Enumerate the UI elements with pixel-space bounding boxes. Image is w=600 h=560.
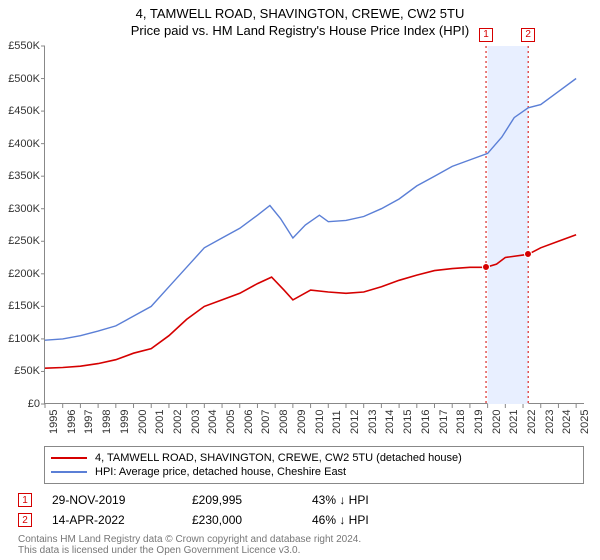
y-tick-label: £550K bbox=[0, 40, 40, 52]
sales-table: 1 29-NOV-2019 £209,995 43% ↓ HPI 2 14-APR-202… bbox=[18, 490, 582, 530]
chart-titles: 4, TAMWELL ROAD, SHAVINGTON, CREWE, CW2 … bbox=[0, 0, 600, 42]
sale-row: 1 29-NOV-2019 £209,995 43% ↓ HPI bbox=[18, 490, 582, 510]
x-tick-label: 2004 bbox=[207, 394, 219, 434]
y-tick-label: £500K bbox=[0, 73, 40, 85]
sale-hpi-diff: 46% ↓ HPI bbox=[312, 513, 432, 527]
x-tick-label: 2015 bbox=[402, 394, 414, 434]
x-tick-label: 1999 bbox=[119, 394, 131, 434]
x-tick-label: 2025 bbox=[579, 394, 591, 434]
sale-index-box: 1 bbox=[18, 493, 32, 507]
chart-legend: 4, TAMWELL ROAD, SHAVINGTON, CREWE, CW2 … bbox=[44, 446, 584, 484]
y-tick-label: £100K bbox=[0, 333, 40, 345]
x-tick-label: 2023 bbox=[544, 394, 556, 434]
y-tick-label: £200K bbox=[0, 268, 40, 280]
legend-row: 4, TAMWELL ROAD, SHAVINGTON, CREWE, CW2 … bbox=[51, 451, 577, 465]
x-tick-label: 2012 bbox=[349, 394, 361, 434]
x-tick-label: 2014 bbox=[384, 394, 396, 434]
y-tick-label: £150K bbox=[0, 300, 40, 312]
legend-label: HPI: Average price, detached house, Ches… bbox=[95, 466, 346, 478]
x-tick-label: 1997 bbox=[83, 394, 95, 434]
x-tick-label: 2022 bbox=[526, 394, 538, 434]
sale-date: 29-NOV-2019 bbox=[52, 493, 172, 507]
x-tick-label: 2001 bbox=[154, 394, 166, 434]
sale-price: £209,995 bbox=[192, 493, 292, 507]
footer-line-2: This data is licensed under the Open Gov… bbox=[18, 545, 361, 556]
y-tick-label: £450K bbox=[0, 105, 40, 117]
x-tick-label: 2002 bbox=[172, 394, 184, 434]
x-tick-label: 2011 bbox=[331, 394, 343, 434]
y-tick-label: £50K bbox=[0, 365, 40, 377]
sale-hpi-diff: 43% ↓ HPI bbox=[312, 493, 432, 507]
sale-row: 2 14-APR-2022 £230,000 46% ↓ HPI bbox=[18, 510, 582, 530]
x-tick-label: 2017 bbox=[438, 394, 450, 434]
legend-label: 4, TAMWELL ROAD, SHAVINGTON, CREWE, CW2 … bbox=[95, 452, 462, 464]
x-tick-label: 2016 bbox=[420, 394, 432, 434]
sale-annotation-box: 1 bbox=[479, 28, 493, 42]
x-tick-label: 2006 bbox=[243, 394, 255, 434]
x-tick-label: 2021 bbox=[508, 394, 520, 434]
x-tick-label: 2000 bbox=[137, 394, 149, 434]
chart-plot-area: 12 bbox=[44, 46, 584, 404]
sale-point-marker bbox=[524, 250, 532, 258]
chart-title-address: 4, TAMWELL ROAD, SHAVINGTON, CREWE, CW2 … bbox=[0, 6, 600, 21]
x-tick-label: 2009 bbox=[296, 394, 308, 434]
x-tick-label: 1996 bbox=[66, 394, 78, 434]
x-tick-label: 2010 bbox=[314, 394, 326, 434]
sale-point-marker bbox=[482, 263, 490, 271]
price-chart: { "titles": { "line1": "4, TAMWELL ROAD,… bbox=[0, 0, 600, 560]
y-tick-label: £250K bbox=[0, 235, 40, 247]
sale-annotation-box: 2 bbox=[521, 28, 535, 42]
x-tick-label: 2008 bbox=[278, 394, 290, 434]
x-tick-label: 2007 bbox=[260, 394, 272, 434]
chart-svg bbox=[45, 46, 584, 403]
legend-swatch bbox=[51, 457, 87, 459]
x-tick-label: 2013 bbox=[367, 394, 379, 434]
x-tick-label: 2019 bbox=[473, 394, 485, 434]
y-tick-label: £300K bbox=[0, 203, 40, 215]
sale-index-box: 2 bbox=[18, 513, 32, 527]
chart-subtitle: Price paid vs. HM Land Registry's House … bbox=[0, 23, 600, 38]
x-tick-label: 1995 bbox=[48, 394, 60, 434]
x-tick-label: 1998 bbox=[101, 394, 113, 434]
x-tick-label: 2003 bbox=[190, 394, 202, 434]
x-tick-label: 2020 bbox=[491, 394, 503, 434]
sale-date: 14-APR-2022 bbox=[52, 513, 172, 527]
legend-row: HPI: Average price, detached house, Ches… bbox=[51, 465, 577, 479]
x-tick-label: 2005 bbox=[225, 394, 237, 434]
y-tick-label: £350K bbox=[0, 170, 40, 182]
sale-price: £230,000 bbox=[192, 513, 292, 527]
y-tick-label: £0 bbox=[0, 398, 40, 410]
footer-line-1: Contains HM Land Registry data © Crown c… bbox=[18, 534, 361, 545]
y-tick-label: £400K bbox=[0, 138, 40, 150]
legend-swatch bbox=[51, 471, 87, 473]
x-tick-label: 2018 bbox=[455, 394, 467, 434]
x-tick-label: 2024 bbox=[561, 394, 573, 434]
chart-footer: Contains HM Land Registry data © Crown c… bbox=[18, 534, 361, 556]
